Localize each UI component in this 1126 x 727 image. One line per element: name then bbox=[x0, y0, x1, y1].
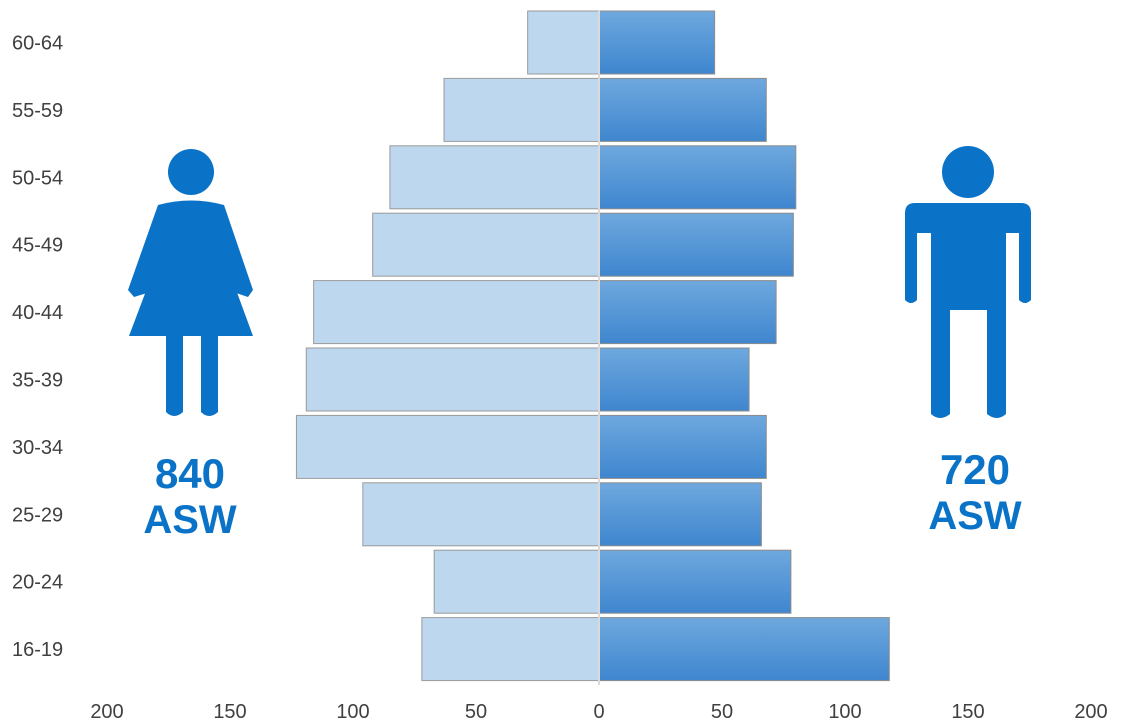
bar-right-35-39 bbox=[598, 347, 750, 412]
bars-group bbox=[295, 10, 890, 682]
x-tick-label: 200 bbox=[90, 701, 123, 723]
bar-left-40-44 bbox=[313, 280, 600, 345]
y-tick-label: 55-59 bbox=[12, 100, 63, 122]
bar-left-35-39 bbox=[305, 347, 600, 412]
y-axis-labels: 60-64 55-59 50-54 45-49 40-44 35-39 30-34 25-29… bbox=[12, 33, 63, 662]
female-person-icon bbox=[128, 149, 253, 416]
y-tick-label: 30-34 bbox=[12, 437, 63, 459]
bar-right-16-19 bbox=[598, 617, 890, 682]
female-total-unit: ASW bbox=[143, 498, 237, 542]
bar-right-55-59 bbox=[598, 77, 767, 142]
x-tick-label: 150 bbox=[951, 701, 984, 723]
male-total-unit: ASW bbox=[928, 494, 1022, 538]
x-tick-label: 100 bbox=[336, 701, 369, 723]
x-tick-label: 100 bbox=[828, 701, 861, 723]
female-total-annotation: 840 ASW bbox=[90, 450, 290, 543]
bar-left-60-64 bbox=[527, 10, 600, 75]
bar-left-45-49 bbox=[372, 212, 600, 277]
x-tick-label: 0 bbox=[593, 701, 604, 723]
x-axis-labels: 200 150 100 50 0 50 100 150 200 bbox=[90, 701, 1107, 723]
y-tick-label: 60-64 bbox=[12, 33, 63, 55]
bar-right-20-24 bbox=[598, 549, 792, 614]
bar-right-25-29 bbox=[598, 482, 762, 547]
bar-left-25-29 bbox=[362, 482, 600, 547]
y-tick-label: 20-24 bbox=[12, 572, 63, 594]
bar-right-40-44 bbox=[598, 280, 777, 345]
x-tick-label: 50 bbox=[711, 701, 733, 723]
bar-right-60-64 bbox=[598, 10, 716, 75]
y-tick-label: 40-44 bbox=[12, 302, 63, 324]
y-tick-label: 45-49 bbox=[12, 235, 63, 257]
x-tick-label: 200 bbox=[1074, 701, 1107, 723]
male-total-value: 720 bbox=[939, 446, 1011, 493]
x-tick-label: 150 bbox=[213, 701, 246, 723]
y-tick-label: 35-39 bbox=[12, 370, 63, 392]
y-tick-label: 16-19 bbox=[12, 639, 63, 661]
bar-left-55-59 bbox=[443, 77, 600, 142]
bar-left-16-19 bbox=[421, 617, 600, 682]
male-total-annotation: 720 ASW bbox=[875, 446, 1075, 539]
bar-right-50-54 bbox=[598, 145, 797, 210]
bar-left-20-24 bbox=[433, 549, 600, 614]
y-tick-label: 25-29 bbox=[12, 504, 63, 526]
female-total-value: 840 bbox=[154, 450, 226, 497]
x-tick-label: 50 bbox=[465, 701, 487, 723]
y-tick-label: 50-54 bbox=[12, 167, 63, 189]
male-person-icon bbox=[905, 146, 1031, 418]
bar-left-30-34 bbox=[295, 414, 600, 479]
bar-left-50-54 bbox=[389, 145, 600, 210]
bar-right-30-34 bbox=[598, 414, 767, 479]
bar-right-45-49 bbox=[598, 212, 794, 277]
